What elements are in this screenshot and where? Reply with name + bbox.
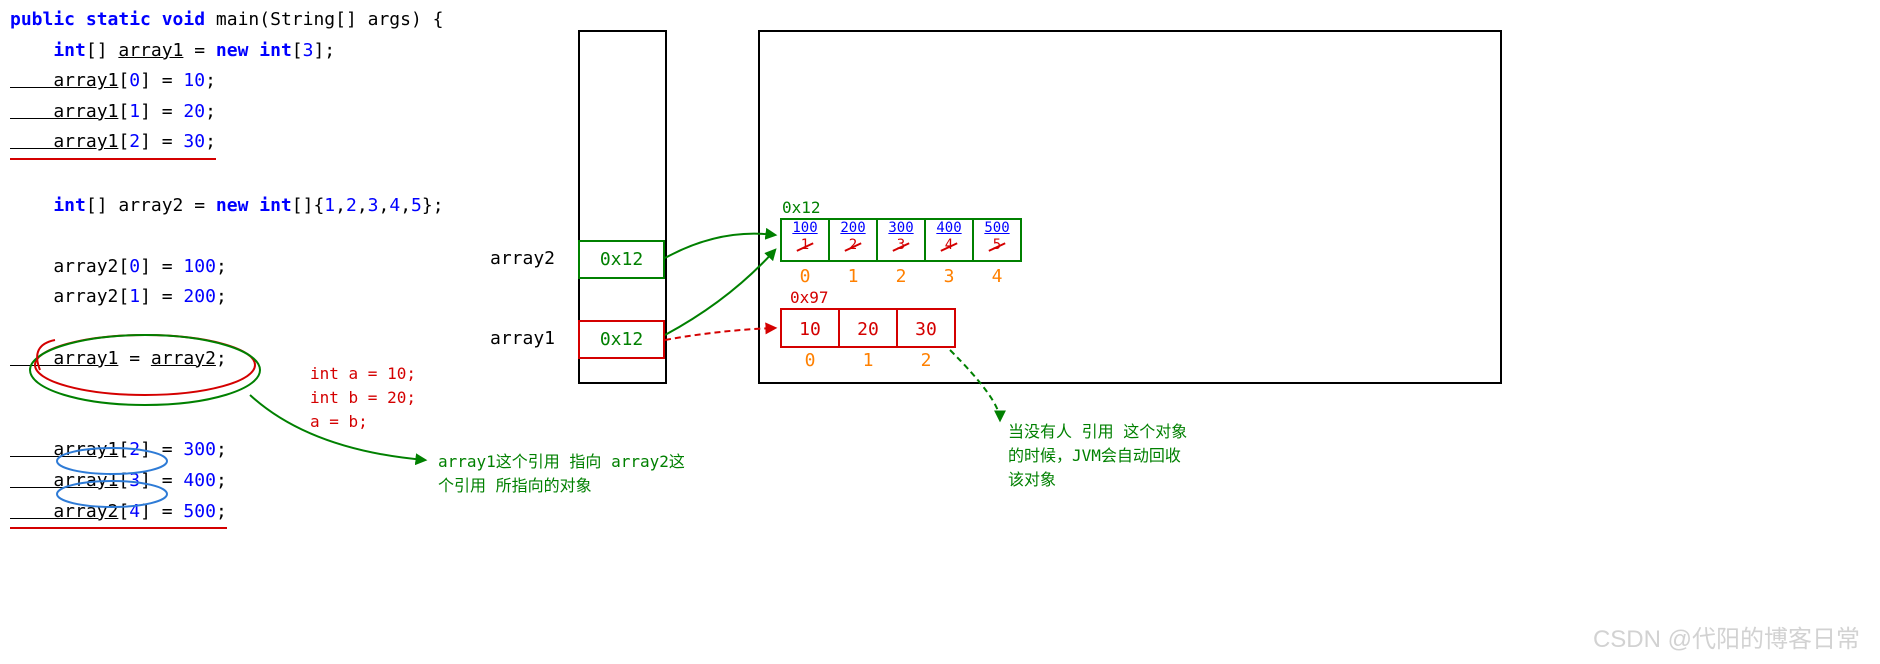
code-line-8: array2[1] = 200; — [10, 282, 444, 313]
heap-addr-0x97: 0x97 — [790, 288, 829, 307]
watermark: CSDN @代阳的博客日常 — [1593, 619, 1860, 654]
stack-label-array1: array1 — [490, 328, 555, 349]
code-line-10: array1[2] = 300; — [10, 435, 444, 466]
heap-array-cell: 4004 — [924, 218, 974, 262]
heap-array-cell: 2002 — [828, 218, 878, 262]
stack-label-array2: array2 — [490, 248, 555, 269]
stack-cell-array1: 0x12 — [578, 320, 665, 359]
heap-array-red-idx: 012 — [780, 350, 956, 371]
stack-cell-array2: 0x12 — [578, 240, 665, 279]
code-line-2: int[] array1 = new int[3]; — [10, 36, 444, 67]
code-line-3: array1[0] = 10; — [10, 66, 444, 97]
heap-array-cell: 30 — [896, 308, 956, 348]
heap-array-cell: 20 — [838, 308, 898, 348]
code-block: public static void main(String[] args) {… — [10, 5, 444, 529]
heap-array-green: 10012002300340045005 — [780, 218, 1022, 262]
code-line-5: array1[2] = 30; — [10, 127, 216, 160]
code-line-4: array1[1] = 20; — [10, 97, 444, 128]
heap-array-cell: 10 — [780, 308, 840, 348]
code-line-1: public static void main(String[] args) { — [10, 5, 444, 36]
note-green-ref: array1这个引用 指向 array2这 个引用 所指向的对象 — [438, 450, 685, 498]
code-line-6: int[] array2 = new int[]{1,2,3,4,5}; — [10, 191, 444, 222]
heap-array-red: 102030 — [780, 308, 956, 348]
heap-array-green-idx: 01234 — [780, 266, 1022, 287]
note-green-gc: 当没有人 引用 这个对象 的时候，JVM会自动回收 该对象 — [1008, 420, 1187, 492]
heap-array-cell: 5005 — [972, 218, 1022, 262]
heap-addr-0x12: 0x12 — [782, 198, 821, 217]
code-line-11: array1[3] = 400; — [10, 466, 444, 497]
heap-array-cell: 3003 — [876, 218, 926, 262]
heap-array-cell: 1001 — [780, 218, 830, 262]
code-line-12: array2[4] = 500; — [10, 497, 227, 530]
note-red-analogy: int a = 10; int b = 20; a = b; — [310, 362, 416, 434]
code-line-7: array2[0] = 100; — [10, 252, 444, 283]
